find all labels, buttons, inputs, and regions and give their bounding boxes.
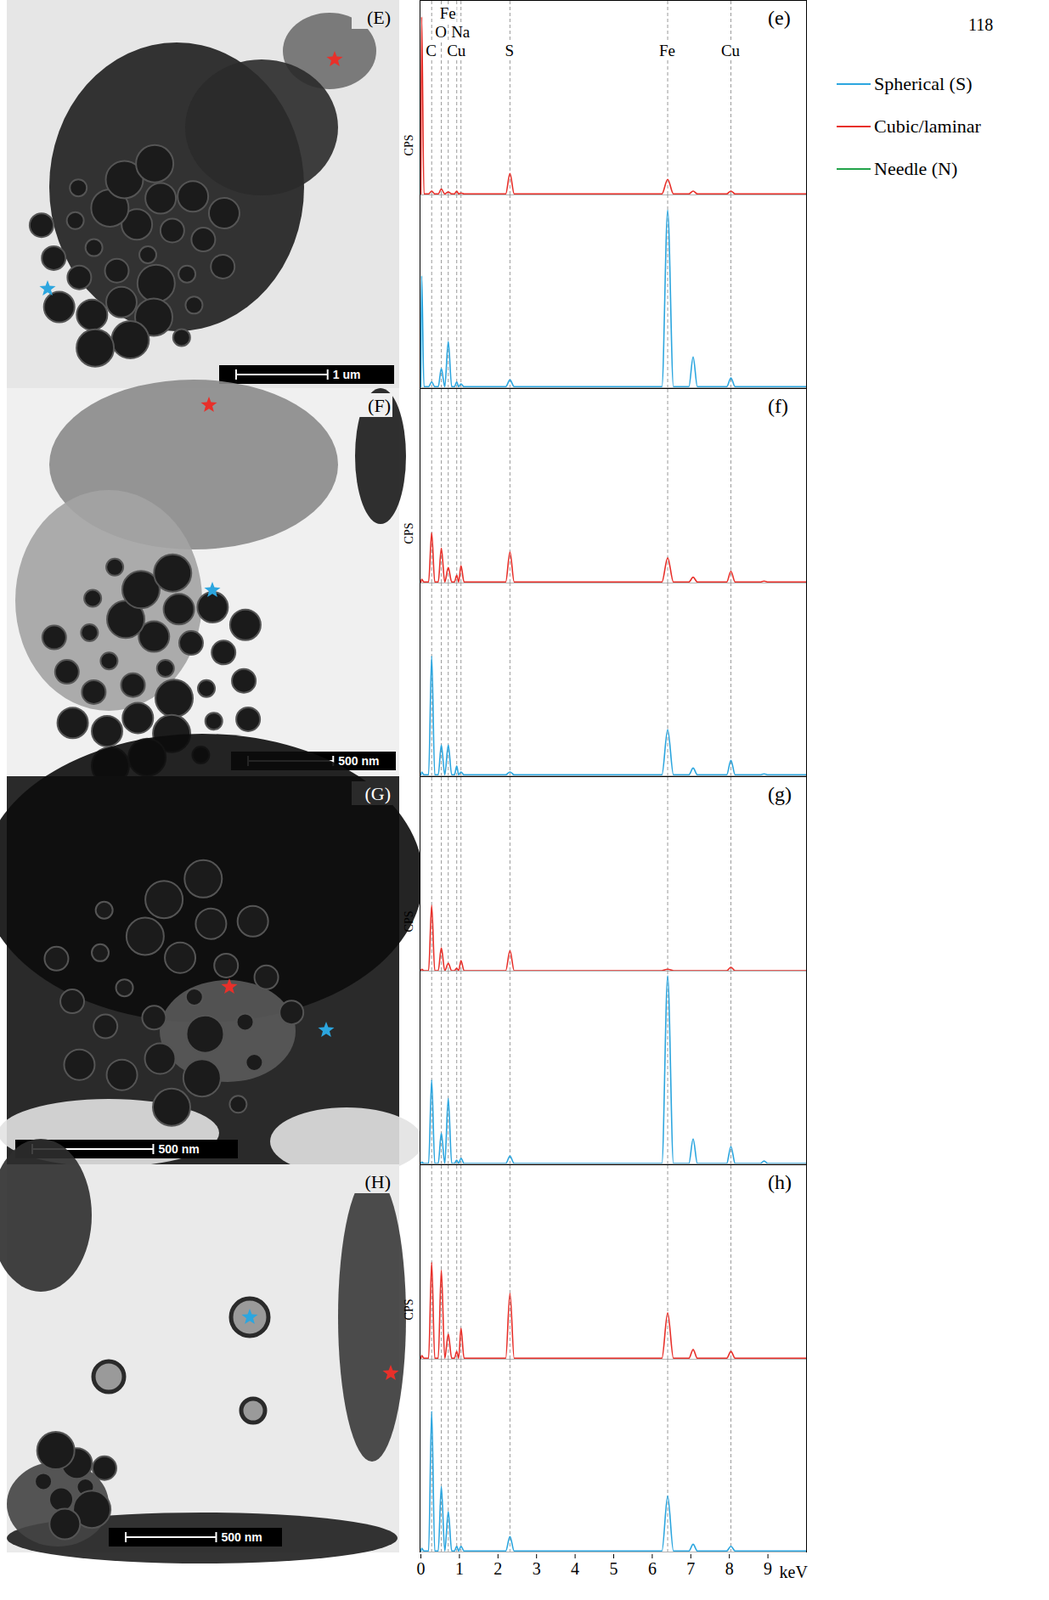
svg-text:(G): (G)	[364, 783, 391, 805]
html-text:Cu: Cu	[446, 41, 466, 60]
html-text:118: 118	[968, 15, 994, 34]
svg-text:(E): (E)	[366, 6, 391, 29]
svg-text:(F): (F)	[367, 394, 391, 417]
html-text:Na: Na	[451, 22, 470, 41]
svg-text:1 um: 1 um	[332, 367, 361, 382]
html-text:C: C	[425, 41, 437, 60]
svg-text:CPS: CPS	[402, 911, 416, 933]
svg-text:6: 6	[648, 1559, 657, 1579]
html-text:Fe: Fe	[659, 41, 676, 60]
html-text:keV: keV	[779, 1562, 808, 1582]
svg-text:4: 4	[570, 1559, 580, 1579]
html-text:(h): (h)	[767, 1171, 792, 1194]
html-text:O: O	[435, 22, 447, 41]
svg-text:2: 2	[493, 1559, 502, 1579]
html-text:Cubic/laminar: Cubic/laminar	[874, 115, 981, 137]
svg-text:5: 5	[609, 1559, 619, 1579]
html-text:(e): (e)	[767, 6, 791, 29]
svg-text:3: 3	[532, 1559, 542, 1579]
html-text:Fe: Fe	[439, 4, 456, 23]
html-text:Cu: Cu	[721, 41, 740, 60]
svg-text:CPS: CPS	[402, 1299, 416, 1321]
svg-text:500 nm: 500 nm	[338, 754, 379, 768]
svg-text:8: 8	[725, 1559, 734, 1579]
svg-text:1: 1	[455, 1559, 464, 1579]
svg-text:9: 9	[763, 1559, 773, 1579]
svg-text:CPS: CPS	[402, 523, 416, 545]
html-text:Needle (N): Needle (N)	[874, 157, 958, 180]
html-text:(g): (g)	[767, 783, 792, 806]
html-text:S: S	[505, 41, 514, 60]
svg-text:500 nm: 500 nm	[220, 1530, 262, 1545]
svg-text:(H): (H)	[364, 1171, 391, 1193]
html-text:(f): (f)	[767, 394, 789, 418]
svg-text:500 nm: 500 nm	[157, 1142, 199, 1157]
svg-text:7: 7	[686, 1559, 695, 1579]
html-text:Spherical (S): Spherical (S)	[874, 73, 973, 95]
svg-text:CPS: CPS	[402, 135, 416, 157]
svg-text:0: 0	[417, 1559, 426, 1579]
